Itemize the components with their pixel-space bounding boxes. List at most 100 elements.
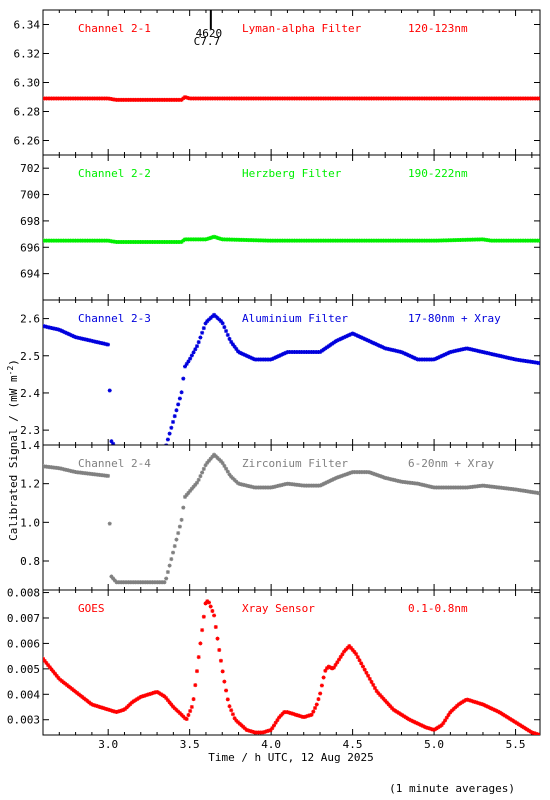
data-point: [229, 474, 234, 479]
data-point: [124, 705, 129, 710]
data-point: [241, 724, 246, 729]
data-point: [319, 482, 324, 487]
data-point: [162, 447, 166, 451]
data-point: [273, 720, 278, 725]
data-point: [64, 331, 69, 336]
data-point: [290, 711, 295, 716]
data-point: [345, 645, 350, 650]
data-point: [196, 477, 201, 482]
x-tick-label: 5.0: [424, 738, 444, 751]
data-point: [128, 447, 132, 451]
data-point: [287, 710, 292, 715]
data-point: [71, 688, 76, 693]
averaging-footnote: (1 minute averages): [389, 782, 515, 795]
data-point: [206, 458, 211, 463]
data-point: [58, 328, 63, 333]
data-point: [177, 396, 182, 401]
panel-label-band: 17-80nm + Xray: [408, 312, 501, 325]
data-point: [222, 679, 227, 684]
data-point: [348, 470, 353, 475]
data-point: [179, 712, 184, 717]
data-point: [480, 702, 485, 707]
data-point: [350, 647, 355, 652]
data-point: [203, 321, 208, 326]
data-point: [149, 447, 153, 451]
data-point: [429, 727, 434, 732]
data-point: [468, 698, 473, 703]
data-point: [88, 701, 93, 706]
data-point: [224, 329, 229, 334]
data-point: [330, 477, 335, 482]
data-point: [92, 703, 97, 708]
data-point: [410, 355, 415, 360]
data-point: [333, 662, 338, 667]
x-tick-label: 4.0: [261, 738, 281, 751]
data-point: [107, 708, 112, 713]
data-point: [144, 447, 148, 451]
data-point: [191, 697, 196, 702]
data-point: [338, 336, 343, 341]
data-point: [76, 692, 81, 697]
data-point: [210, 314, 215, 319]
data-point: [354, 333, 359, 338]
data-point: [294, 712, 299, 717]
data-point: [251, 356, 256, 361]
y-tick-label: 0.8: [20, 555, 40, 568]
data-point: [360, 336, 365, 341]
data-point: [171, 419, 176, 424]
data-point: [446, 350, 451, 355]
data-point: [46, 663, 51, 668]
flare-event-id: 4620: [196, 27, 223, 40]
data-point: [453, 705, 458, 710]
data-point: [106, 473, 111, 478]
data-point: [242, 352, 247, 357]
data-point: [201, 614, 206, 619]
data-point: [239, 723, 244, 728]
data-point: [537, 732, 540, 735]
data-point: [194, 480, 199, 485]
data-point: [323, 481, 328, 486]
data-point: [205, 236, 210, 241]
data-point: [133, 447, 137, 451]
y-tick-label: 0.004: [7, 688, 40, 701]
data-point: [415, 721, 420, 726]
data-point: [217, 236, 222, 241]
y-axis-label-exponent: -2: [6, 366, 15, 376]
data-point: [268, 357, 273, 362]
y-tick-label: 698: [20, 215, 40, 228]
data-point: [179, 517, 184, 522]
data-point: [97, 704, 102, 709]
data-point: [229, 340, 234, 345]
data-point: [314, 702, 319, 707]
data-point: [537, 238, 540, 243]
data-point: [331, 665, 336, 670]
data-point: [436, 355, 441, 360]
data-point: [273, 355, 278, 360]
data-point: [364, 670, 369, 675]
data-point: [379, 694, 384, 699]
data-point: [61, 329, 66, 334]
data-point: [224, 466, 229, 471]
data-point: [141, 693, 146, 698]
data-point: [201, 326, 206, 331]
data-point: [342, 649, 347, 654]
data-point: [441, 721, 446, 726]
data-point: [263, 729, 268, 734]
data-point: [427, 726, 432, 731]
data-point: [357, 334, 362, 339]
data-point: [352, 649, 357, 654]
data-point: [99, 705, 104, 710]
data-point: [212, 312, 217, 317]
data-point: [201, 466, 206, 471]
data-point: [248, 355, 253, 360]
data-point: [198, 641, 203, 646]
data-point: [147, 692, 152, 697]
data-point: [407, 353, 412, 358]
data-point: [485, 704, 490, 709]
data-point: [162, 580, 167, 585]
data-point: [179, 239, 184, 244]
data-point: [111, 576, 116, 581]
data-point: [234, 347, 239, 352]
panel-label-channel: Channel 2-1: [78, 22, 151, 35]
data-point: [116, 447, 120, 451]
